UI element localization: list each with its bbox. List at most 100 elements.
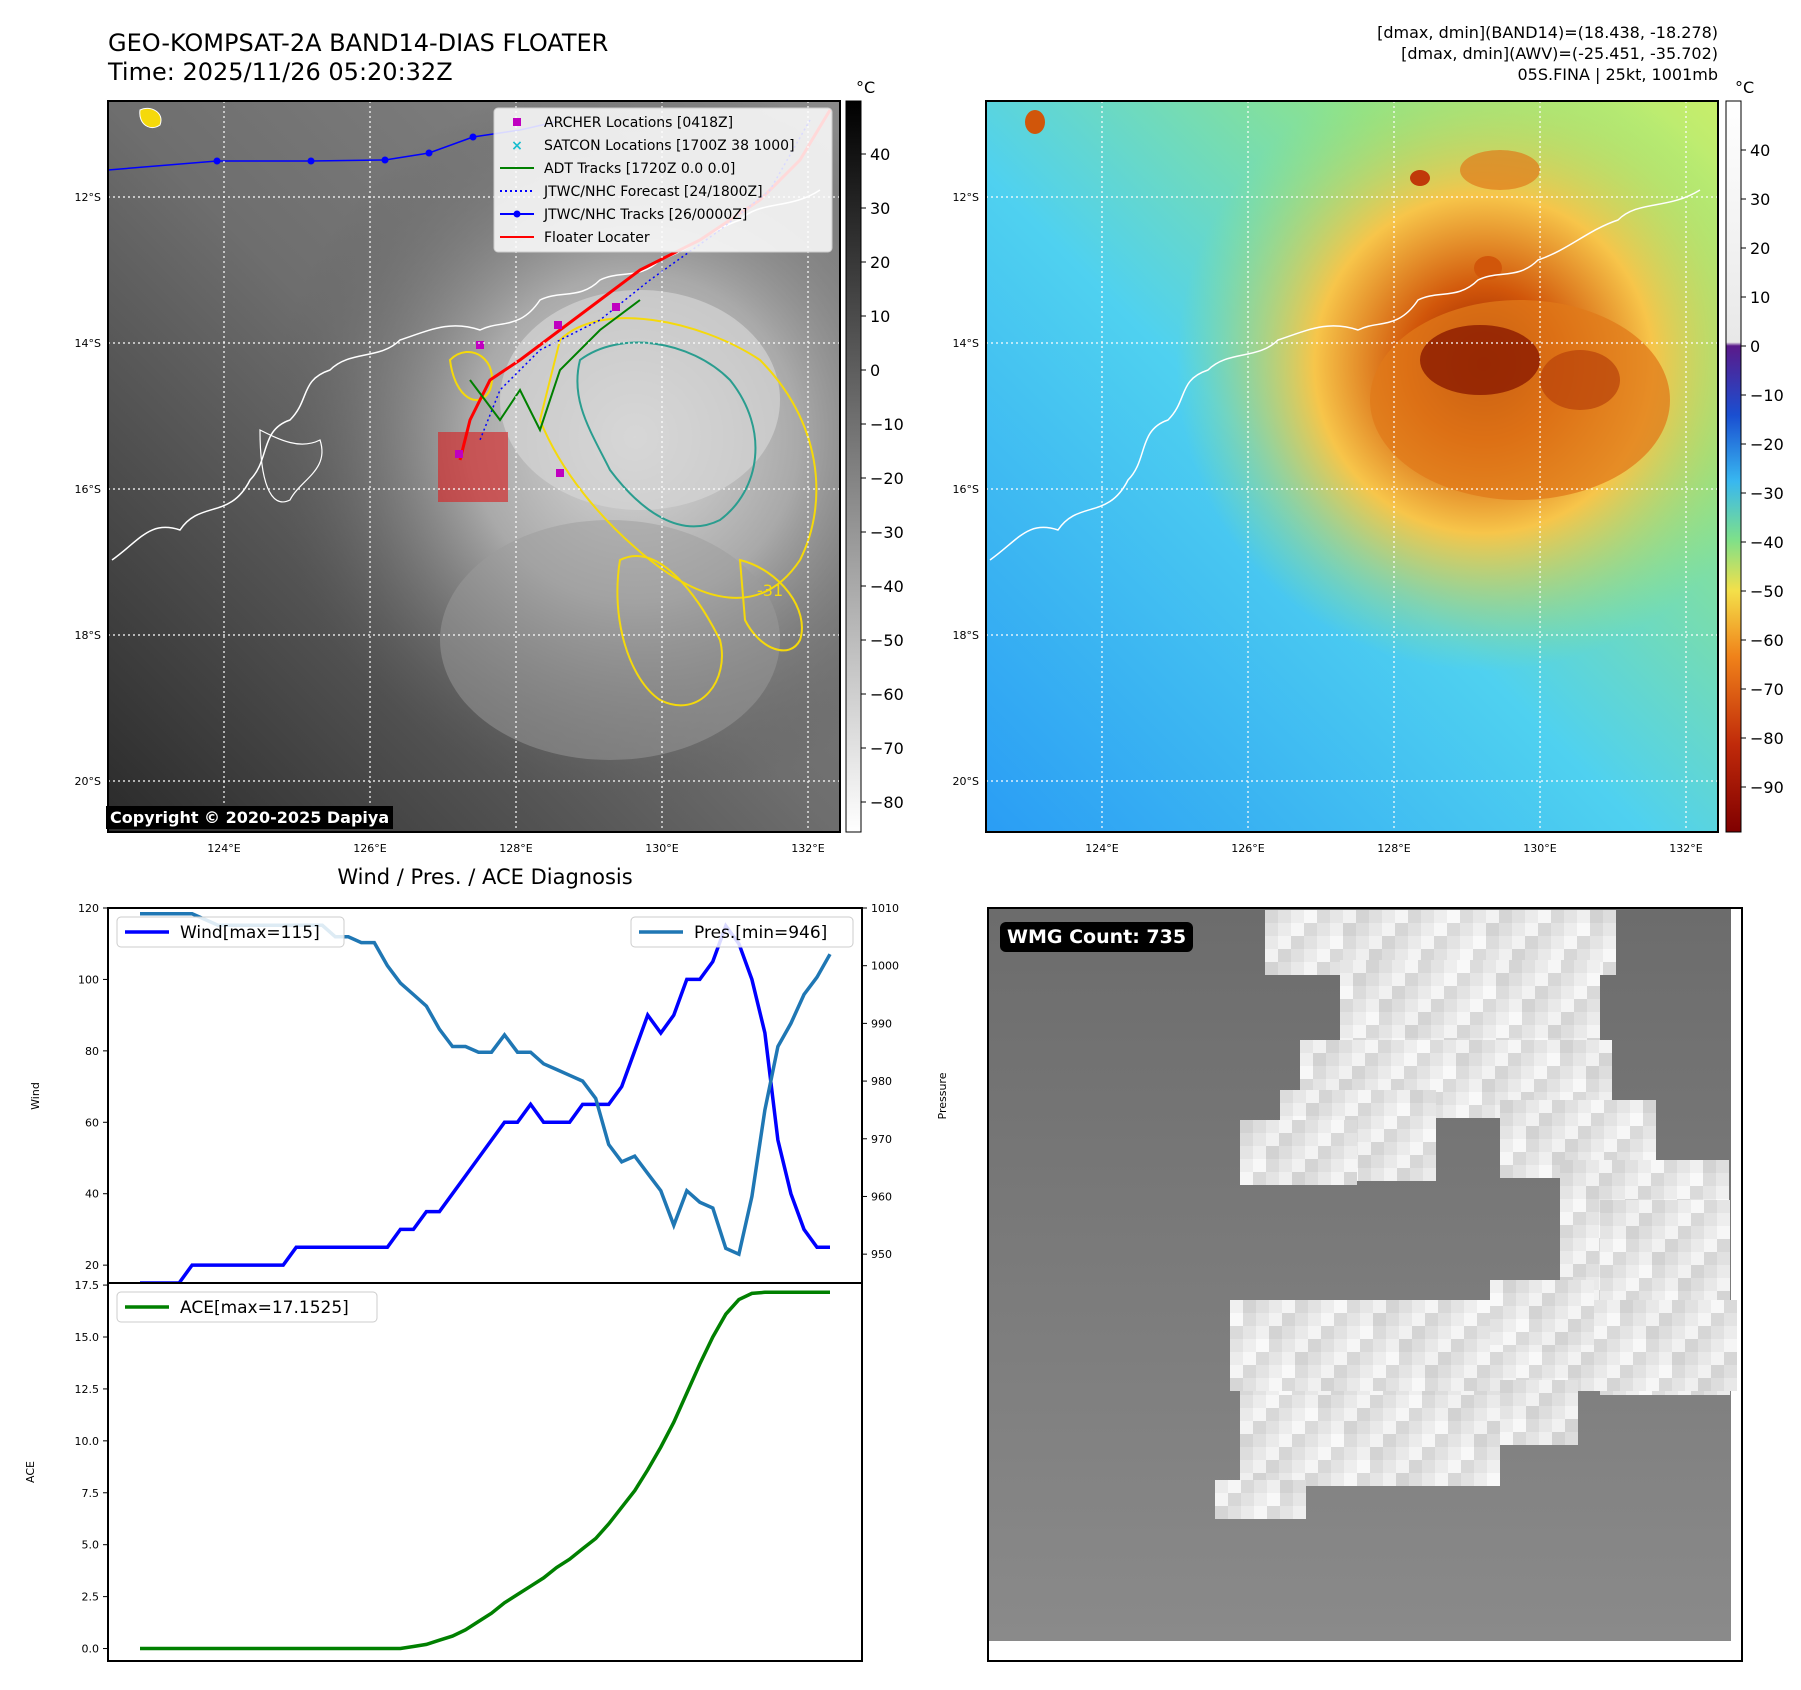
wmg-cell (1704, 1278, 1717, 1291)
lat-label: 14°S (75, 337, 101, 350)
wmg-cell (1230, 1339, 1243, 1352)
wmg-cell (1470, 1012, 1483, 1025)
wmg-cell (1266, 1395, 1279, 1408)
ace-chart: 0.0 2.5 5.0 7.5 10.0 12.5 15.0 17.5 ACE[max=17.1… (75, 1279, 863, 1662)
wmg-cell (1399, 1313, 1412, 1326)
wmg-cell (1357, 1447, 1370, 1460)
wmg-cell (1626, 1239, 1639, 1252)
wmg-cell (1373, 1313, 1386, 1326)
wmg-cell (1318, 1434, 1331, 1447)
colorbar-tick-label: −20 (1750, 435, 1784, 454)
colorbar-tick-label: −50 (870, 631, 904, 650)
wmg-cell (1331, 1473, 1344, 1486)
wmg-cell (1586, 1212, 1599, 1225)
wmg-cell (1408, 936, 1421, 949)
colorbar-tick-label: −90 (1750, 778, 1784, 797)
wmg-cell (1256, 1378, 1269, 1391)
wmg-cell (1685, 1378, 1698, 1391)
wmg-cell (1526, 1393, 1539, 1406)
wmg-cell (1487, 1421, 1500, 1434)
wmg-cell (1564, 949, 1577, 962)
lon-label: 126°E (353, 842, 386, 855)
wmg-cell (1486, 910, 1499, 923)
wmg-cell (1444, 999, 1457, 1012)
wmg-cell (1397, 1129, 1410, 1142)
wmg-cell (1534, 1066, 1547, 1079)
wmg-cell (1565, 1432, 1578, 1445)
wmg-cell (1293, 1480, 1306, 1493)
wmg-cell (1487, 1447, 1500, 1460)
wmg-cell (1704, 1252, 1717, 1265)
wmg-cell (1496, 999, 1509, 1012)
wmg-cell (1241, 1480, 1254, 1493)
wmg-cell (1473, 936, 1486, 949)
colorbar-tick-label: 40 (870, 145, 890, 164)
wmg-cell (1599, 1079, 1612, 1092)
wmg-cell (1482, 1066, 1495, 1079)
wmg-cell (1477, 1339, 1490, 1352)
colorbar-tick-label: 10 (870, 307, 890, 326)
wmg-cell (1404, 1079, 1417, 1092)
wmg-cell (1382, 923, 1395, 936)
wmg-cell (1630, 1126, 1643, 1139)
wmg-cell (1646, 1339, 1659, 1352)
wmg-cell (1639, 1200, 1652, 1213)
wmg-cell (1412, 1313, 1425, 1326)
wmg-cell (1698, 1326, 1711, 1339)
wmg-cell (1318, 1395, 1331, 1408)
wmg-cell (1539, 1419, 1552, 1432)
wmg-cell (1677, 1173, 1690, 1186)
wmg-cell (1295, 1339, 1308, 1352)
copyright-label: Copyright © 2020-2025 Dapiya (106, 806, 394, 829)
wmg-cell (1646, 1365, 1659, 1378)
wmg-cell (1470, 960, 1483, 973)
wmg-cell (1487, 1408, 1500, 1421)
wmg-cell (1282, 1339, 1295, 1352)
wmg-cell (1522, 960, 1535, 973)
wmg-cell (1300, 1053, 1313, 1066)
wmg-cell (1266, 1120, 1279, 1133)
wmg-cell (1652, 1252, 1665, 1265)
wmg-cell (1503, 1280, 1516, 1293)
wmg-cell (1691, 1213, 1704, 1226)
figure-time: Time: 2025/11/26 05:20:32Z (107, 58, 453, 86)
wmg-cell (1483, 1012, 1496, 1025)
wmg-cell (1295, 1300, 1308, 1313)
wmg-cell (1578, 1113, 1591, 1126)
colorbar-tick-label: −40 (870, 577, 904, 596)
wmg-cell (1425, 1300, 1438, 1313)
wmg-cell (1513, 1406, 1526, 1419)
wmg-cell (1344, 1460, 1357, 1473)
wmg-cell (1317, 936, 1330, 949)
wmg-cell (1313, 1053, 1326, 1066)
wmg-cell (1513, 1432, 1526, 1445)
wmg-cell (1587, 1012, 1600, 1025)
wmg-cell (1482, 1040, 1495, 1053)
wmg-cell (1392, 960, 1405, 973)
wmg-cell (1586, 1225, 1599, 1238)
y-tick-label: 120 (78, 902, 99, 915)
wmg-cell (1266, 1460, 1279, 1473)
wmg-cell (1487, 1460, 1500, 1473)
wmg-cell (1633, 1352, 1646, 1365)
wmg-cell (1305, 1421, 1318, 1434)
wmg-cell (1509, 973, 1522, 986)
wmg-cell (1539, 1139, 1552, 1152)
wmg-cell (1282, 1365, 1295, 1378)
wmg-cell (1292, 1395, 1305, 1408)
wmg-cell (1529, 1293, 1542, 1306)
wmg-cell (1408, 949, 1421, 962)
wmg-cell (1522, 999, 1535, 1012)
wmg-cell (1664, 1186, 1677, 1199)
wmg-cell (1305, 1447, 1318, 1460)
wmg-cell (1521, 1066, 1534, 1079)
colorbar-tick-label: −70 (1750, 680, 1784, 699)
wmg-cell (1500, 1380, 1513, 1393)
wmg-cell (1664, 1173, 1677, 1186)
wmg-cell (1305, 1146, 1318, 1159)
wmg-cell (1594, 1326, 1607, 1339)
wmg-cell (1526, 1432, 1539, 1445)
wmg-cell (1410, 1103, 1423, 1116)
wmg-cell (1266, 1408, 1279, 1421)
wmg-cell (1474, 1434, 1487, 1447)
